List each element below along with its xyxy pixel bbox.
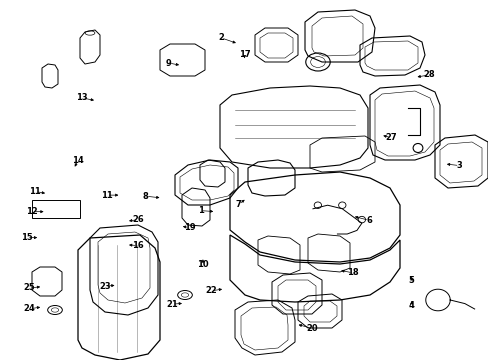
Text: 21: 21 bbox=[166, 300, 178, 309]
Text: 6: 6 bbox=[366, 216, 371, 225]
Text: 10: 10 bbox=[197, 260, 208, 269]
Text: 11: 11 bbox=[101, 191, 112, 199]
Text: 25: 25 bbox=[23, 284, 35, 292]
Text: 18: 18 bbox=[346, 269, 358, 277]
Text: 5: 5 bbox=[408, 276, 414, 285]
Text: 20: 20 bbox=[305, 324, 317, 333]
Text: 19: 19 bbox=[183, 223, 195, 232]
Text: 13: 13 bbox=[76, 94, 88, 102]
Text: 12: 12 bbox=[26, 207, 38, 216]
Text: 16: 16 bbox=[132, 241, 143, 250]
Text: 8: 8 bbox=[142, 192, 148, 201]
Text: 22: 22 bbox=[205, 287, 217, 295]
Text: 26: 26 bbox=[132, 215, 143, 224]
Text: 3: 3 bbox=[456, 161, 462, 170]
Text: 27: 27 bbox=[385, 133, 396, 142]
Text: 4: 4 bbox=[408, 301, 414, 310]
Text: 7: 7 bbox=[235, 200, 241, 209]
Text: 17: 17 bbox=[238, 50, 250, 59]
Text: 14: 14 bbox=[72, 156, 84, 165]
Text: 28: 28 bbox=[423, 71, 434, 79]
Text: 1: 1 bbox=[197, 206, 203, 215]
Text: 11: 11 bbox=[29, 187, 41, 196]
Text: 2: 2 bbox=[218, 33, 224, 42]
Text: 23: 23 bbox=[99, 282, 111, 291]
Text: 15: 15 bbox=[21, 233, 33, 242]
Text: 24: 24 bbox=[23, 305, 35, 313]
Text: 9: 9 bbox=[165, 58, 171, 68]
